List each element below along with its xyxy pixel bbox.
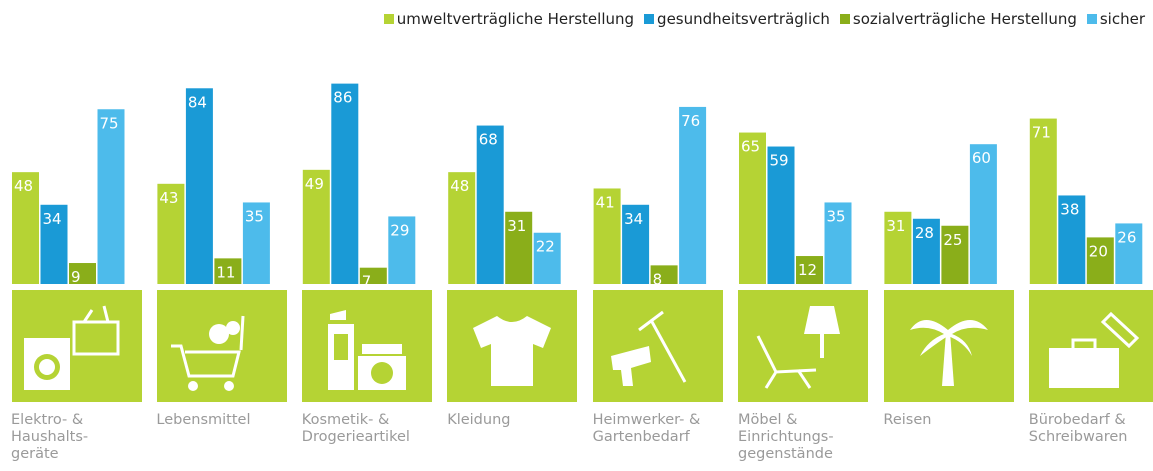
- value-label: 22: [536, 238, 555, 256]
- bar: [824, 202, 852, 284]
- value-label: 86: [333, 89, 352, 107]
- value-label: 35: [827, 207, 846, 225]
- bar: [185, 88, 213, 284]
- value-label: 8: [653, 270, 663, 288]
- bar: [359, 267, 387, 284]
- bar: [214, 258, 242, 284]
- bar: [969, 144, 997, 284]
- icon-food: [157, 290, 287, 402]
- value-label: 75: [100, 114, 119, 132]
- bar: [884, 211, 912, 284]
- bar: [1029, 118, 1057, 284]
- bar: [650, 265, 678, 284]
- icon-office: [1029, 290, 1153, 402]
- value-label: 48: [14, 177, 33, 195]
- value-label: 29: [390, 221, 409, 239]
- bar: [12, 172, 39, 284]
- legend: umweltverträgliche Herstellung gesundheit…: [383, 10, 1145, 28]
- bar: [40, 204, 68, 284]
- value-label: 12: [798, 261, 817, 279]
- value-label: 38: [1060, 200, 1079, 218]
- value-label: 31: [507, 217, 526, 235]
- bar: [533, 232, 561, 284]
- value-label: 71: [1032, 124, 1051, 142]
- bar: [331, 83, 359, 285]
- value-label: 76: [681, 112, 700, 130]
- legend-label: umweltverträgliche Herstellung: [396, 10, 635, 28]
- icon-appliances: [12, 290, 142, 402]
- category-label: Elektro- & Haushalts- geräte: [11, 412, 89, 462]
- value-label: 41: [596, 193, 615, 211]
- bar: [505, 211, 533, 284]
- category-label: Kosmetik- & Drogerieartikel: [301, 412, 410, 445]
- legend-label: gesundheitsverträglich: [657, 10, 830, 28]
- bar: [448, 172, 476, 284]
- legend-item: umweltverträgliche Herstellung: [383, 10, 635, 28]
- bar: [593, 188, 621, 284]
- icon-clothing: [447, 290, 577, 402]
- bar: [622, 204, 650, 284]
- legend-label: sozialverträgliche Herstellung: [852, 10, 1077, 28]
- bar: [1115, 223, 1143, 284]
- icon-travel: [884, 290, 1014, 402]
- value-label: 20: [1089, 242, 1108, 260]
- value-label: 35: [245, 207, 264, 225]
- value-label: 11: [216, 263, 235, 281]
- bar: [796, 256, 823, 284]
- bar: [157, 183, 185, 284]
- legend-label: sicher: [1099, 10, 1145, 28]
- value-label: 34: [624, 210, 643, 228]
- bar: [679, 106, 707, 284]
- bar: [242, 202, 270, 284]
- icon-cosmetics: [302, 290, 432, 402]
- bar: [69, 263, 96, 284]
- value-label: 48: [450, 177, 469, 195]
- value-label: 9: [71, 268, 81, 286]
- legend-swatch: [644, 14, 655, 24]
- value-label: 65: [741, 138, 760, 156]
- bar: [1086, 237, 1114, 284]
- icon-diy: [593, 290, 723, 402]
- value-label: 28: [915, 224, 934, 242]
- category-label: Heimwerker- & Gartenbedarf: [592, 412, 701, 445]
- category-label: Bürobedarf & Schreibwaren: [1028, 412, 1128, 445]
- bar: [388, 216, 416, 284]
- value-label: 25: [943, 231, 962, 249]
- legend-item: sicher: [1086, 10, 1145, 28]
- icon-furniture: [738, 290, 868, 402]
- value-label: 7: [362, 273, 372, 291]
- category-label: Lebensmittel: [156, 412, 251, 428]
- bar: [1058, 195, 1086, 284]
- bar: [739, 132, 766, 284]
- value-label: 43: [159, 189, 178, 207]
- value-label: 26: [1117, 228, 1136, 246]
- value-label: 68: [479, 131, 498, 149]
- value-label: 31: [886, 217, 905, 235]
- value-label: 60: [972, 149, 991, 167]
- category-label: Möbel & Einrichtungs- gegenstände: [738, 412, 834, 462]
- value-label: 59: [770, 152, 789, 170]
- bar: [912, 218, 940, 284]
- icons: [12, 290, 1153, 402]
- bar: [476, 125, 504, 284]
- bar: [941, 225, 969, 284]
- legend-swatch: [383, 14, 394, 24]
- legend-item: gesundheitsverträglich: [644, 10, 830, 28]
- bar: [97, 109, 125, 284]
- value-label: 84: [188, 93, 207, 111]
- legend-swatch: [839, 14, 850, 24]
- legend-swatch: [1086, 14, 1097, 24]
- value-label: 49: [305, 175, 324, 193]
- bar: [302, 169, 330, 284]
- value-label: 34: [43, 210, 62, 228]
- category-label: Reisen: [883, 412, 932, 428]
- bar: [767, 146, 795, 284]
- legend-item: sozialverträgliche Herstellung: [839, 10, 1077, 28]
- category-label: Kleidung: [447, 412, 511, 428]
